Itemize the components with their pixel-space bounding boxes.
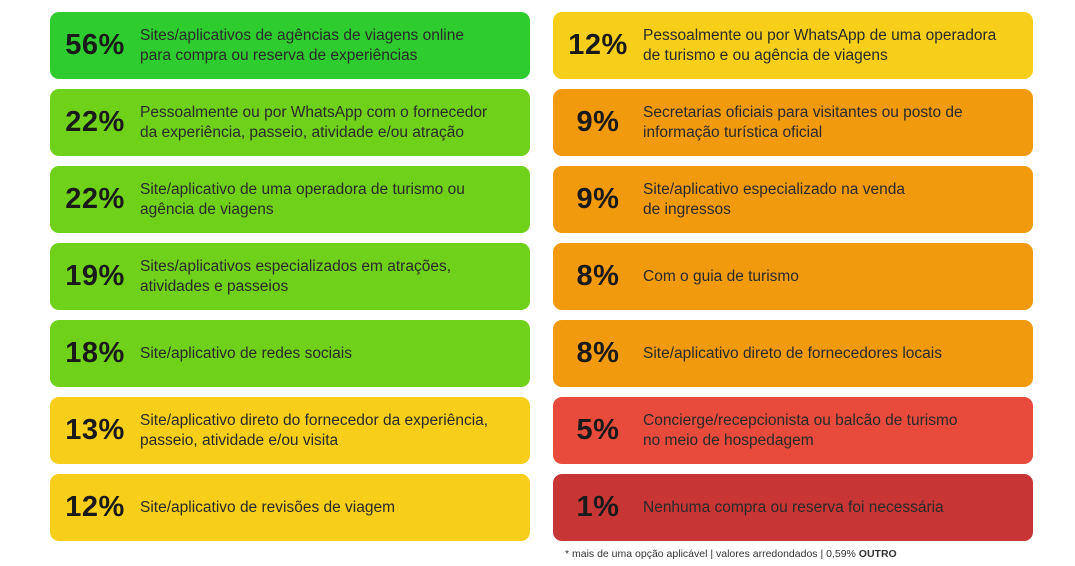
stat-label: Site/aplicativo de redes sociais	[140, 344, 352, 362]
stat-label: Site/aplicativo de revisões de viagem	[140, 498, 396, 516]
stat-card: 18% Site/aplicativo de redes sociais	[50, 320, 530, 387]
stat-card: 12% Pessoalmente ou por WhatsApp de uma o…	[553, 12, 1033, 79]
left-column: 56% Sites/aplicativos de agências de viag…	[50, 12, 530, 551]
right-column: 12% Pessoalmente ou por WhatsApp de uma o…	[553, 12, 1033, 551]
stat-card: 13% Site/aplicativo direto do fornecedor …	[50, 397, 530, 464]
stat-percentage: 12%	[568, 29, 628, 61]
stat-percentage: 1%	[576, 491, 620, 523]
stat-percentage: 5%	[576, 414, 620, 446]
stat-percentage: 9%	[576, 183, 620, 215]
footnote: * mais de uma opção aplicável | valores …	[565, 548, 897, 560]
stat-percentage: 22%	[65, 183, 125, 215]
stat-label: Site/aplicativo especializado na venda d…	[643, 180, 905, 218]
stat-card: 56% Sites/aplicativos de agências de viag…	[50, 12, 530, 79]
stat-label: Concierge/recepcionista ou balcão de tur…	[643, 411, 958, 449]
stat-label: Nenhuma compra ou reserva foi necessária	[643, 498, 944, 516]
stat-percentage: 19%	[65, 260, 125, 292]
stat-card: 8% Site/aplicativo direto de fornecedores…	[553, 320, 1033, 387]
stat-card: 22% Pessoalmente ou por WhatsApp com o fo…	[50, 89, 530, 156]
stat-percentage: 13%	[65, 414, 125, 446]
stat-card: 1% Nenhuma compra ou reserva foi necessár…	[553, 474, 1033, 541]
stat-card: 22% Site/aplicativo de uma operadora de t…	[50, 166, 530, 233]
stat-label: Secretarias oficiais para visitantes ou …	[643, 103, 963, 141]
stat-percentage: 56%	[65, 29, 125, 61]
stat-label: Site/aplicativo de uma operadora de turi…	[140, 180, 465, 218]
footnote-bold: OUTRO	[858, 548, 897, 560]
stat-card: 9% Site/aplicativo especializado na venda…	[553, 166, 1033, 233]
stat-label: Pessoalmente ou por WhatsApp com o forne…	[140, 103, 488, 141]
stat-label: Sites/aplicativos especializados em atra…	[140, 257, 452, 295]
stat-card: 19% Sites/aplicativos especializados em a…	[50, 243, 530, 310]
stat-percentage: 18%	[65, 337, 125, 369]
stat-percentage: 8%	[576, 260, 620, 292]
stat-label: Com o guia de turismo	[643, 267, 799, 285]
stat-percentage: 12%	[65, 491, 125, 523]
stat-label: Site/aplicativo direto de fornecedores l…	[643, 344, 942, 362]
stat-percentage: 22%	[65, 106, 125, 138]
stat-card: 9% Secretarias oficiais para visitantes o…	[553, 89, 1033, 156]
stat-percentage: 9%	[576, 106, 620, 138]
stat-label: Pessoalmente ou por WhatsApp de uma oper…	[643, 26, 997, 64]
stat-card: 5% Concierge/recepcionista ou balcão de t…	[553, 397, 1033, 464]
stat-label: Sites/aplicativos de agências de viagens…	[140, 26, 464, 64]
stat-label: Site/aplicativo direto do fornecedor da …	[140, 411, 489, 449]
stat-card: 8% Com o guia de turismo	[553, 243, 1033, 310]
stat-card: 12% Site/aplicativo de revisões de viagem	[50, 474, 530, 541]
stat-percentage: 8%	[576, 337, 620, 369]
footnote-text: * mais de uma opção aplicável | valores …	[565, 548, 859, 560]
